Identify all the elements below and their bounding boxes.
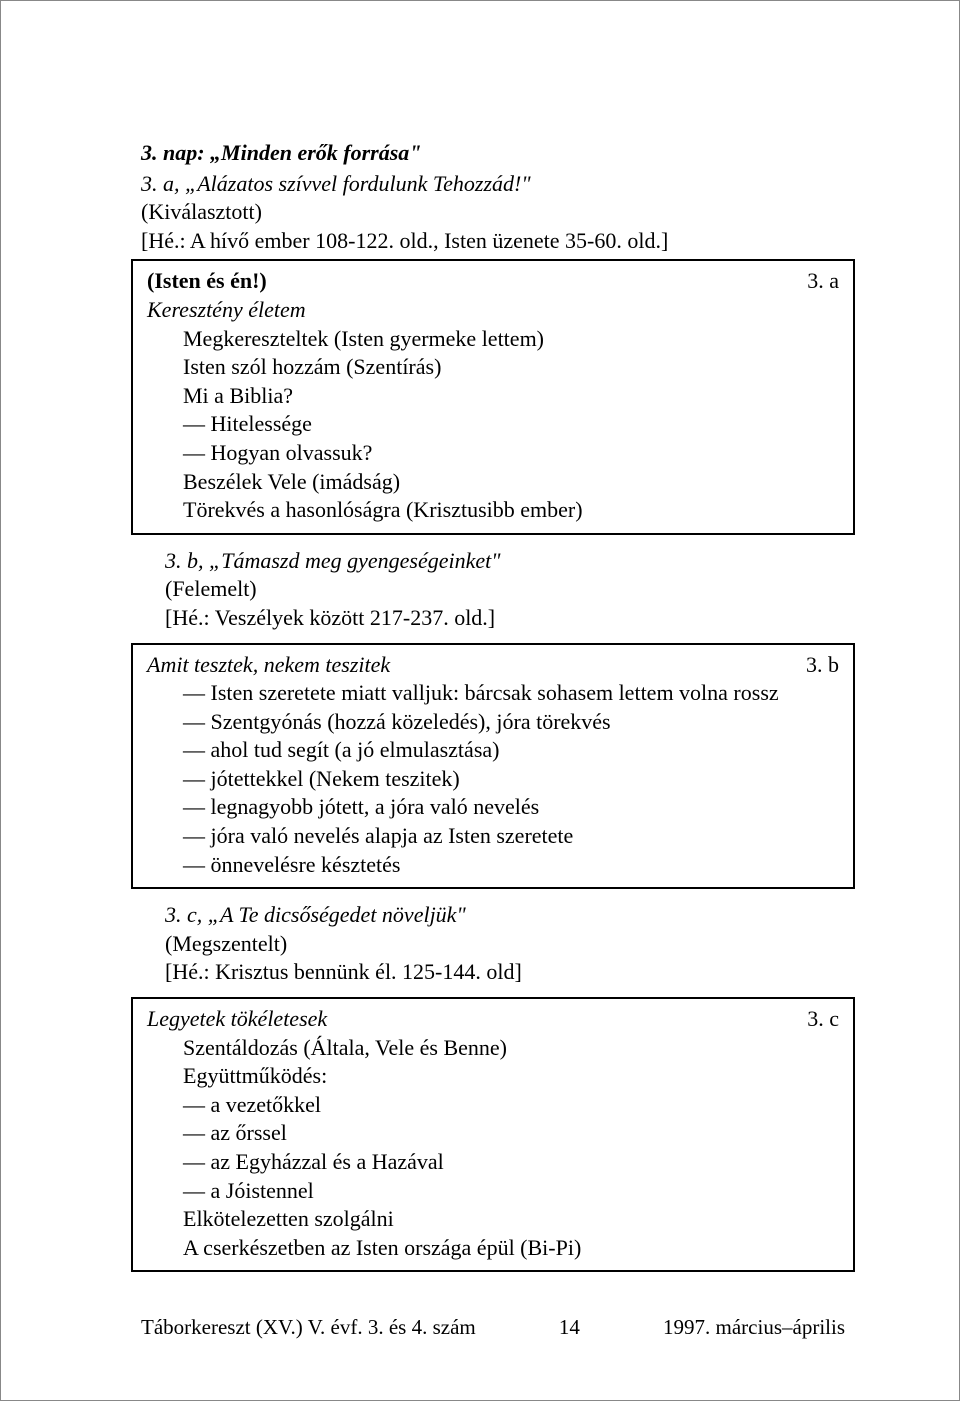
box-a-title: (Isten és én!): [147, 267, 267, 296]
section-a-heading: 3. a, „Alázatos szívvel fordulunk Tehozz…: [141, 170, 845, 199]
section-b-note2: [Hé.: Veszélyek között 217-237. old.]: [165, 604, 845, 633]
box-c-line-7: A cserkészetben az Isten országa épül (B…: [183, 1234, 839, 1263]
box-a-line-1: Isten szól hozzám (Szentírás): [183, 353, 839, 382]
day-title: 3. nap: „Minden erők forrása": [141, 140, 422, 165]
page-footer: Táborkereszt (XV.) V. évf. 3. és 4. szám…: [141, 1315, 845, 1340]
box-a-subtitle: Keresztény életem: [147, 296, 839, 325]
day-heading: 3. nap: „Minden erők forrása": [141, 139, 845, 168]
section-c-note1: (Megszentelt): [165, 930, 845, 959]
box-c-line-2: — a vezetőkkel: [183, 1091, 839, 1120]
box-b-title: Amit tesztek, nekem teszitek: [147, 651, 390, 680]
box-b-title-row: Amit tesztek, nekem teszitek 3. b: [147, 651, 839, 680]
box-c-line-3: — az őrssel: [183, 1119, 839, 1148]
footer-right: 1997. március–április: [663, 1315, 845, 1340]
box-c-line-1: Együttműködés:: [183, 1062, 839, 1091]
box-b-line-0: — Isten szeretete miatt valljuk: bárcsak…: [183, 679, 839, 708]
box-a-line-6: Törekvés a hasonlóságra (Krisztusibb emb…: [183, 496, 839, 525]
box-c-title: Legyetek tökéletesek: [147, 1005, 327, 1034]
section-a-note1: (Kiválasztott): [141, 198, 845, 227]
box-a-line-2: Mi a Biblia?: [183, 382, 839, 411]
box-a-line-0: Megkereszteltek (Isten gyermeke lettem): [183, 325, 839, 354]
section-b-title: 3. b, „Támaszd meg gyengeségeinket": [165, 547, 845, 576]
box-b-line-4: — legnagyobb jótett, a jóra való nevelés: [183, 793, 839, 822]
section-a-note2: [Hé.: A hívő ember 108-122. old., Isten …: [141, 227, 845, 256]
section-b: 3. b, „Támaszd meg gyengeségeinket" (Fel…: [141, 547, 845, 633]
box-a-line-5: Beszélek Vele (imádság): [183, 468, 839, 497]
box-a-title-row: (Isten és én!) 3. a: [147, 267, 839, 296]
box-b-line-6: — önnevelésre késztetés: [183, 851, 839, 880]
box-b-line-2: — ahol tud segít (a jó elmulasztása): [183, 736, 839, 765]
page: 3. nap: „Minden erők forrása" 3. a, „Alá…: [0, 0, 960, 1401]
box-c-title-row: Legyetek tökéletesek 3. c: [147, 1005, 839, 1034]
box-a: (Isten és én!) 3. a Keresztény életem Me…: [131, 259, 855, 534]
content-area: 3. nap: „Minden erők forrása" 3. a, „Alá…: [141, 139, 845, 1272]
box-c-line-0: Szentáldozás (Általa, Vele és Benne): [183, 1034, 839, 1063]
box-a-label: 3. a: [807, 267, 839, 296]
box-c-line-4: — az Egyházzal és a Hazával: [183, 1148, 839, 1177]
box-a-line-4: — Hogyan olvassuk?: [183, 439, 839, 468]
section-a-title: 3. a, „Alázatos szívvel fordulunk Tehozz…: [141, 171, 531, 196]
box-b-line-1: — Szentgyónás (hozzá közeledés), jóra tö…: [183, 708, 839, 737]
box-c-label: 3. c: [807, 1005, 839, 1034]
section-c-note2: [Hé.: Krisztus bennünk él. 125-144. old]: [165, 958, 845, 987]
section-c: 3. c, „A Te dicsőségedet növeljük" (Megs…: [141, 901, 845, 987]
box-b: Amit tesztek, nekem teszitek 3. b — Iste…: [131, 643, 855, 890]
section-c-title: 3. c, „A Te dicsőségedet növeljük": [165, 901, 845, 930]
box-b-line-3: — jótettekkel (Nekem teszitek): [183, 765, 839, 794]
box-b-label: 3. b: [806, 651, 839, 680]
box-a-line-3: — Hitelessége: [183, 410, 839, 439]
box-c-line-5: — a Jóistennel: [183, 1177, 839, 1206]
box-c-line-6: Elkötelezetten szolgálni: [183, 1205, 839, 1234]
box-b-line-5: — jóra való nevelés alapja az Isten szer…: [183, 822, 839, 851]
section-b-note1: (Felemelt): [165, 575, 845, 604]
box-c: Legyetek tökéletesek 3. c Szentáldozás (…: [131, 997, 855, 1272]
footer-left: Táborkereszt (XV.) V. évf. 3. és 4. szám: [141, 1315, 476, 1340]
footer-page-number: 14: [559, 1315, 580, 1340]
